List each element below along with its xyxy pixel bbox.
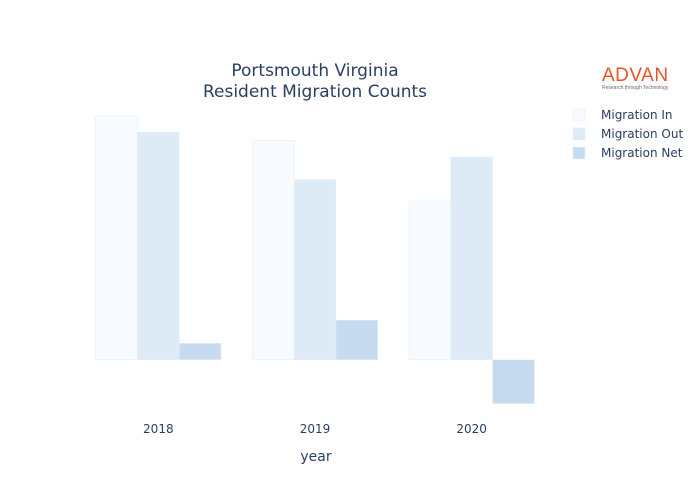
x-tick-label: 2019 (300, 422, 331, 436)
x-tick-label: 2020 (456, 422, 487, 436)
bar-migration-out-2018[interactable] (137, 132, 180, 360)
chart-title-line-1: Portsmouth Virginia (231, 61, 398, 81)
x-axis-title: year (300, 449, 331, 465)
x-tick-label: 2018 (143, 422, 174, 436)
bar-migration-in-2018[interactable] (95, 115, 138, 360)
legend-swatch (572, 127, 586, 141)
chart-title-line-2: Resident Migration Counts (203, 82, 427, 102)
legend-swatch (572, 108, 586, 122)
legend-item-migration-net[interactable]: Migration Net (572, 146, 683, 160)
legend-label: Migration Net (601, 146, 683, 160)
bar-migration-in-2020[interactable] (408, 200, 452, 360)
legend-label: Migration In (601, 108, 673, 122)
legend-item-migration-out[interactable]: Migration Out (572, 127, 683, 141)
brand-tagline: Research through Technology (602, 85, 669, 91)
legend-item-migration-in[interactable]: Migration In (572, 108, 673, 122)
bar-migration-out-2020[interactable] (450, 156, 493, 360)
bar-group (95, 115, 535, 404)
x-axis-ticks: 2018 2019 2020 (143, 422, 487, 436)
brand-name: ADVAN (602, 65, 669, 86)
bar-migration-net-2019[interactable] (335, 319, 378, 360)
bar-migration-net-2020[interactable] (492, 359, 535, 404)
bar-migration-in-2019[interactable] (252, 140, 295, 360)
bar-migration-out-2019[interactable] (293, 179, 337, 360)
legend[interactable]: Migration In Migration Out Migration Net (572, 108, 683, 160)
legend-label: Migration Out (601, 127, 683, 141)
legend-swatch (572, 146, 586, 160)
advan-logo: ADVAN Research through Technology (602, 66, 672, 91)
bar-migration-net-2018[interactable] (178, 342, 222, 360)
